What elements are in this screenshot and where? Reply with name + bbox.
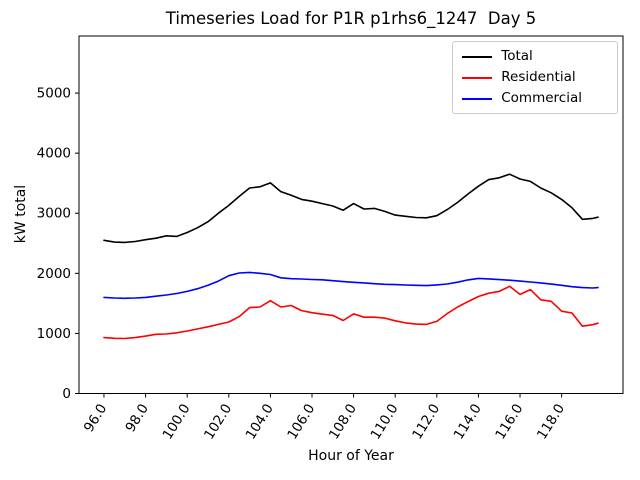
x-tick-label: 106.0	[284, 401, 318, 442]
x-tick-label: 96.0	[81, 401, 110, 435]
series-line-commercial	[103, 271, 599, 300]
legend-label-total: Total	[501, 48, 533, 64]
y-tick-label: 2000	[37, 266, 71, 282]
x-tick-label: 108.0	[326, 401, 360, 442]
legend-swatch-residential	[462, 76, 493, 79]
legend-swatch-total	[462, 55, 493, 58]
legend: Total Residential Commercial	[452, 41, 618, 114]
x-tick-label: 112.0	[409, 401, 443, 442]
x-tick-label: 114.0	[451, 401, 485, 442]
y-axis-label: kW total	[13, 184, 29, 244]
series-line-total	[103, 173, 599, 244]
x-tick-label: 110.0	[368, 401, 402, 442]
y-tick-label: 4000	[37, 146, 71, 162]
x-tick-label: 118.0	[534, 401, 568, 442]
series-line-residential	[103, 285, 599, 340]
y-tick-label: 5000	[37, 86, 71, 102]
legend-item-total: Total	[462, 49, 608, 64]
legend-item-commercial: Commercial	[462, 91, 608, 106]
y-tick-label: 1000	[37, 326, 71, 342]
chart-title: Timeseries Load for P1R p1rhs6_1247 Day …	[165, 9, 537, 28]
x-tick-label: 116.0	[492, 401, 526, 442]
legend-item-residential: Residential	[462, 70, 608, 85]
x-axis-label: Hour of Year	[308, 448, 394, 464]
x-tick-label: 98.0	[122, 401, 151, 435]
x-tick-label: 102.0	[201, 401, 235, 442]
x-tick-label: 100.0	[160, 401, 194, 442]
x-tick-label: 104.0	[243, 401, 277, 442]
y-tick-label: 3000	[37, 206, 71, 222]
y-tick-label: 0	[62, 386, 71, 402]
legend-label-residential: Residential	[501, 69, 576, 85]
legend-label-commercial: Commercial	[501, 90, 582, 106]
legend-swatch-commercial	[462, 97, 493, 100]
axes-spines	[78, 35, 624, 394]
